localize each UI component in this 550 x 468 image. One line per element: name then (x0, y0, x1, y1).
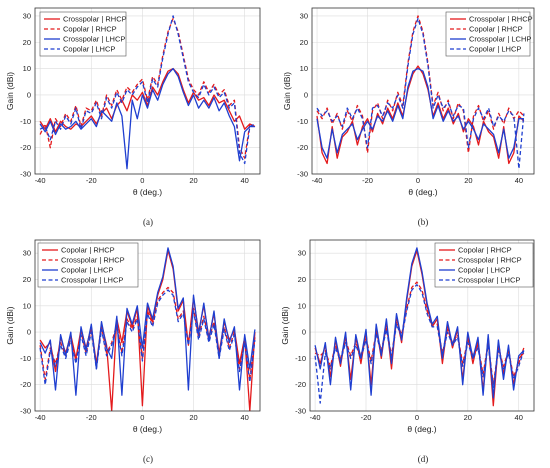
y-tick-label: 20 (23, 275, 31, 284)
x-axis-label: θ (deg.) (408, 187, 437, 197)
series-line-4 (39, 289, 256, 386)
legend-entry: Crosspolar | RHCP (63, 15, 127, 24)
y-axis-label: Gain (dBi) (282, 72, 292, 110)
legend-entry: Copolar | LHCP (469, 45, 521, 54)
x-tick-label: -20 (86, 176, 97, 185)
y-tick-label: 0 (304, 90, 308, 99)
series-line-2 (39, 17, 256, 159)
y-tick-label: -20 (295, 380, 306, 389)
legend-entry: Crosspolar | LHCP (458, 276, 520, 285)
y-axis-label: Gain (dBi) (280, 306, 290, 344)
legend-entry: Crosspolar | LHCP (61, 276, 123, 285)
axes-frame (34, 239, 261, 412)
x-axis-label: θ (deg.) (133, 187, 162, 197)
y-tick-label: -30 (20, 170, 31, 179)
chart-panel-3: -40 -20 0 20 40 -30 -20 -10 0 10 20 30 θ (deg.) Gain … (5, 239, 261, 464)
x-tick-label: -40 (35, 413, 46, 422)
chart-panel-2: -40 -20 0 20 40 -30 -20 -10 0 10 20 30 θ (deg.) Gain … (282, 7, 535, 227)
x-tick-label: 20 (189, 413, 197, 422)
y-tick-label: 30 (300, 11, 308, 20)
x-tick-label: 0 (140, 176, 144, 185)
y-tick-label: 10 (23, 301, 31, 310)
x-tick-label: 40 (240, 413, 248, 422)
series-line-1 (39, 67, 256, 133)
legend-entry: Crosspolar | RHCP (61, 256, 125, 265)
x-tick-label: -20 (86, 413, 97, 422)
y-tick-label: 20 (300, 38, 308, 47)
y-tick-label: -30 (20, 407, 31, 416)
y-tick-label: 10 (300, 64, 308, 73)
series-line-2 (316, 15, 525, 154)
y-tick-label: -30 (295, 407, 306, 416)
x-tick-label: 20 (464, 413, 472, 422)
legend-entry: Copolar | LHCP (61, 266, 113, 275)
x-axis-label: θ (deg.) (407, 424, 436, 434)
x-tick-label: 0 (416, 176, 420, 185)
panel-caption: (a) (143, 217, 153, 227)
y-tick-label: 30 (23, 249, 31, 258)
panel-caption: (c) (143, 454, 153, 464)
series-line-3 (314, 247, 525, 399)
panel-caption: (d) (418, 454, 429, 464)
legend-entry: Copolar | RHCP (61, 246, 115, 255)
y-tick-label: -20 (297, 143, 308, 152)
x-tick-label: 40 (515, 413, 523, 422)
legend-entry: Crosspolar | LCHP (469, 35, 531, 44)
x-tick-label: -20 (361, 413, 372, 422)
axes-frame (309, 239, 535, 412)
y-tick-label: -20 (20, 143, 31, 152)
y-tick-label: 0 (27, 328, 31, 337)
y-tick-label: -10 (295, 354, 306, 363)
y-tick-label: 0 (27, 90, 31, 99)
x-tick-label: 0 (140, 413, 144, 422)
x-axis-label: θ (deg.) (133, 424, 162, 434)
panel-caption: (b) (418, 217, 429, 227)
y-tick-label: -10 (20, 117, 31, 126)
y-tick-label: 30 (298, 249, 306, 258)
chart-panel-4: -40 -20 0 20 40 -30 -20 -10 0 10 20 30 θ (deg.) Gain … (280, 239, 535, 464)
legend-entry: Crosspolar | LHCP (63, 35, 125, 44)
y-tick-label: 30 (23, 11, 31, 20)
y-tick-label: 10 (23, 64, 31, 73)
legend-entry: Copolar | RHCP (458, 246, 512, 255)
x-tick-label: -40 (310, 413, 321, 422)
legend-entry: Copolar | RHCP (63, 25, 117, 34)
y-tick-label: -10 (20, 354, 31, 363)
x-tick-label: -20 (362, 176, 373, 185)
legend-entry: Copolar | RHCP (469, 25, 523, 34)
chart-panel-1: -40 -20 0 20 40 -30 -20 -10 0 10 20 30 θ (deg.) Gain … (5, 7, 261, 227)
legend-entry: Crosspolar | RHCP (458, 256, 522, 265)
y-tick-label: 20 (23, 38, 31, 47)
y-tick-label: 0 (302, 328, 306, 337)
series-line-4 (316, 17, 525, 170)
x-tick-label: 20 (189, 176, 197, 185)
axes-frame (311, 7, 535, 175)
x-tick-label: 20 (464, 176, 472, 185)
x-tick-label: 0 (415, 413, 419, 422)
series-line-3 (39, 67, 255, 170)
axes-frame (34, 7, 261, 175)
y-tick-label: -20 (20, 380, 31, 389)
series-line-4 (39, 15, 256, 165)
y-tick-label: 10 (298, 301, 306, 310)
x-tick-label: 40 (240, 176, 248, 185)
y-tick-label: 20 (298, 275, 306, 284)
y-tick-label: -30 (297, 170, 308, 179)
legend-entry: Crosspolar | RHCP (469, 15, 533, 24)
y-axis-label: Gain (dBi) (5, 306, 15, 344)
x-tick-label: -40 (35, 176, 46, 185)
x-tick-label: 40 (515, 176, 523, 185)
x-tick-label: -40 (312, 176, 323, 185)
y-tick-label: -10 (297, 117, 308, 126)
series-line-3 (316, 67, 524, 159)
series-line-4 (314, 284, 525, 404)
legend-entry: Copolar | LHCP (458, 266, 510, 275)
legend-entry: Copolar | LHCP (63, 45, 115, 54)
y-axis-label: Gain (dBi) (5, 72, 15, 110)
